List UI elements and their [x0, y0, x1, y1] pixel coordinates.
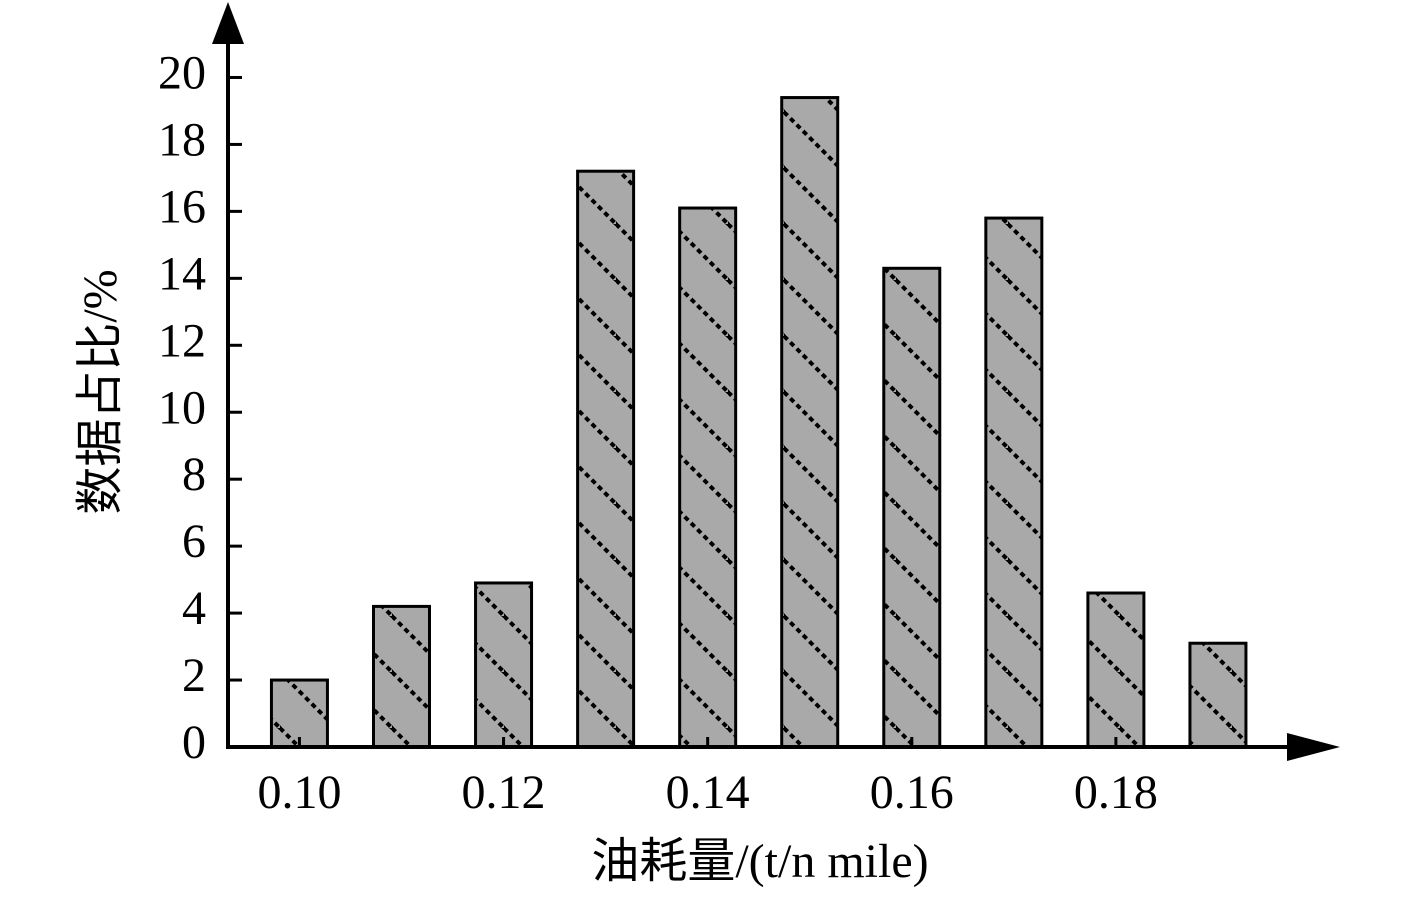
bar	[474, 581, 534, 749]
bar	[984, 216, 1044, 749]
x-tick-label: 0.14	[666, 766, 750, 819]
y-axis-arrow	[212, 2, 244, 44]
bar	[882, 266, 942, 749]
x-tick-label: 0.18	[1074, 766, 1158, 819]
y-tick-label: 20	[158, 46, 206, 99]
y-tick-label: 0	[182, 716, 206, 769]
y-tick-label: 8	[182, 448, 206, 501]
y-tick-label: 14	[158, 247, 206, 300]
y-tick-label: 10	[158, 381, 206, 434]
bar	[1188, 641, 1248, 749]
bar	[371, 604, 431, 749]
y-tick-label: 12	[158, 314, 206, 367]
bar	[780, 96, 840, 749]
bars	[269, 96, 1248, 749]
x-tick-label: 0.12	[462, 766, 546, 819]
x-axis-arrow	[1287, 733, 1340, 761]
x-axis-title: 油耗量/(t/n mile)	[591, 835, 928, 888]
bar	[678, 206, 738, 749]
y-tick-label: 16	[158, 180, 206, 233]
y-axis-title: 数据占比/%	[74, 269, 127, 514]
y-tick-label: 4	[182, 582, 206, 635]
bar	[269, 678, 329, 749]
y-tick-label: 6	[182, 515, 206, 568]
bar	[576, 169, 636, 749]
y-tick-label: 18	[158, 113, 206, 166]
x-tick-label: 0.10	[257, 766, 341, 819]
y-tick-label: 2	[182, 649, 206, 702]
x-tick-label: 0.16	[870, 766, 954, 819]
bar	[1086, 591, 1146, 749]
